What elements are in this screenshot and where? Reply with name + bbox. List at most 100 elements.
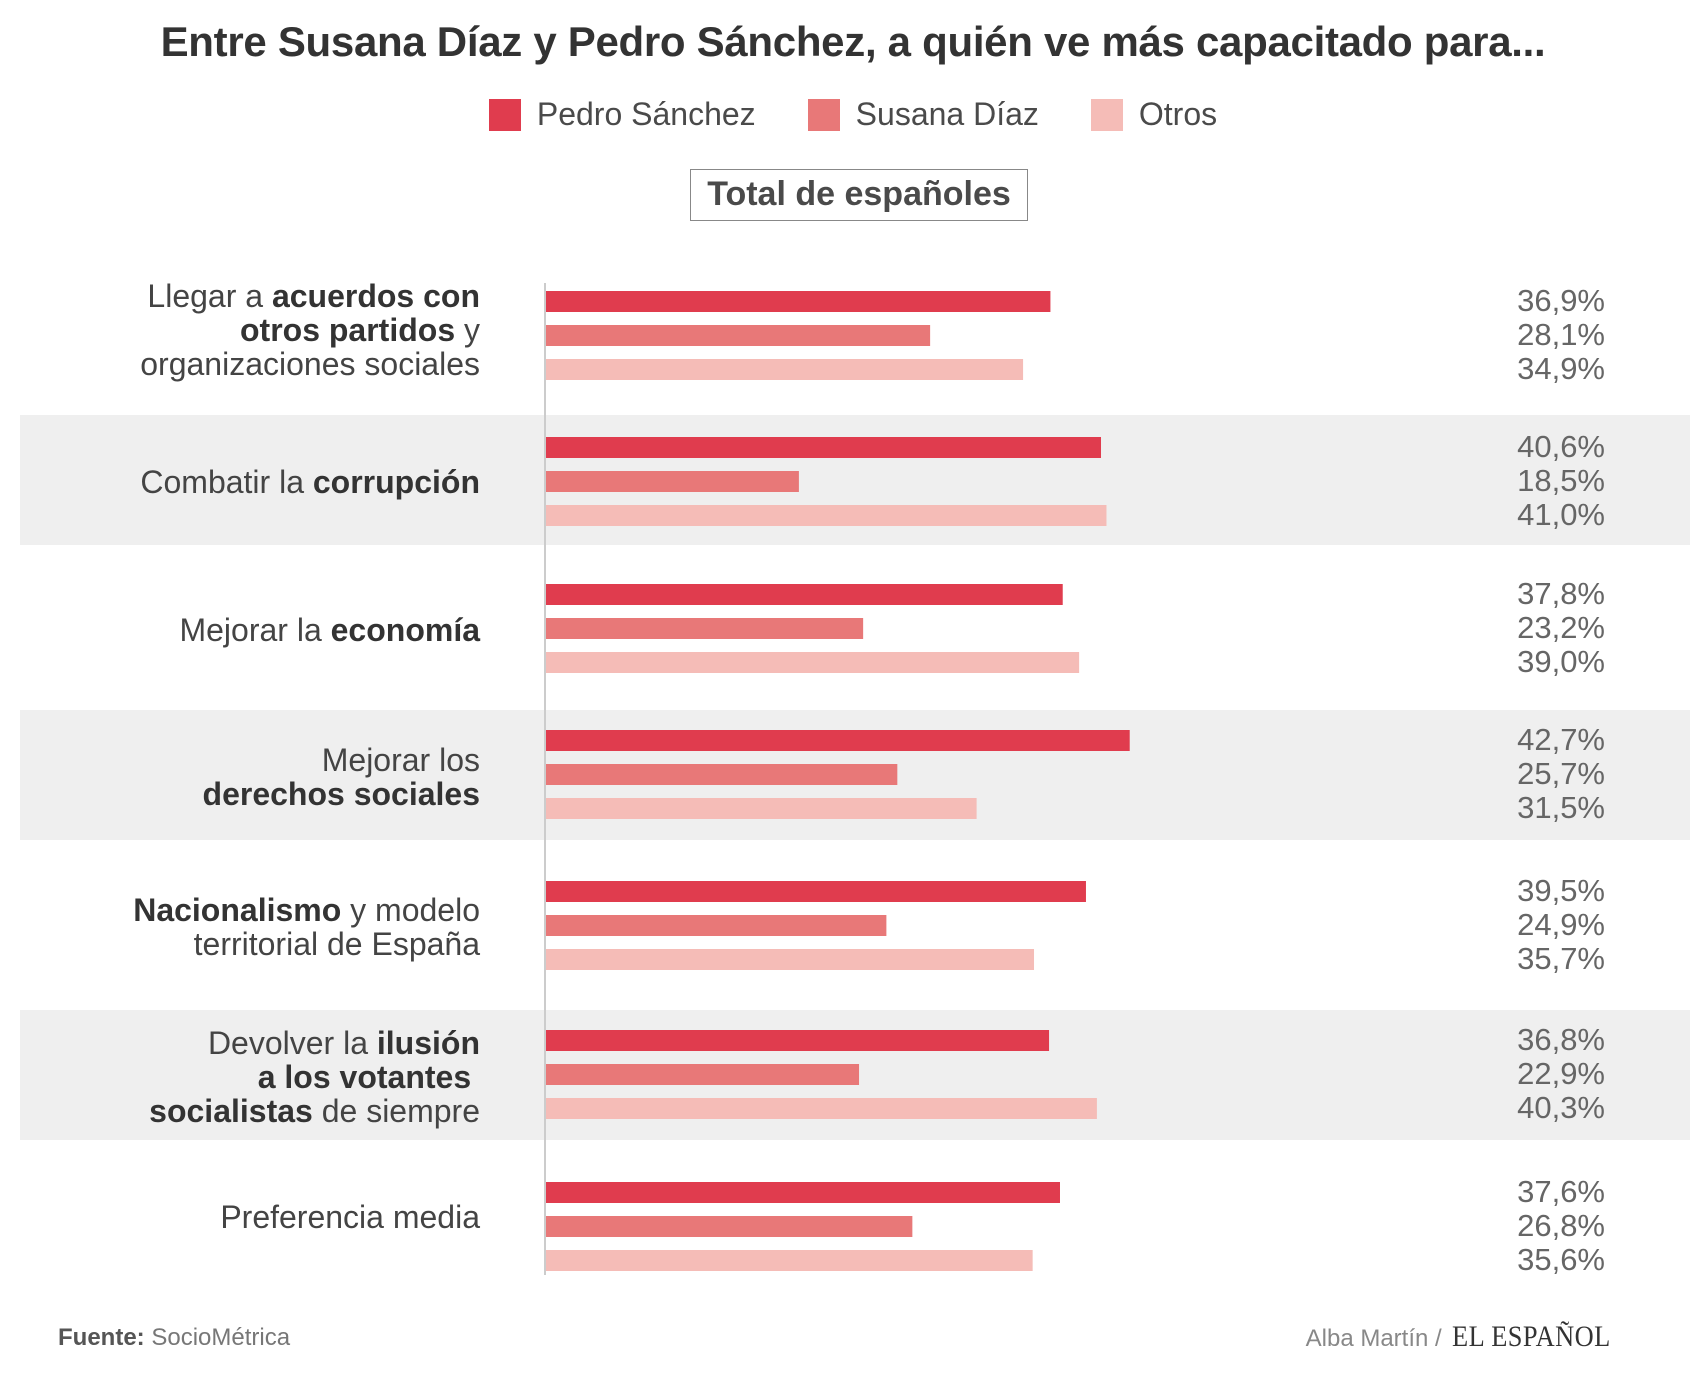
value-label: 22,9% xyxy=(1517,1056,1605,1091)
bar xyxy=(546,652,1080,673)
category-label-segment: organizaciones sociales xyxy=(140,346,480,382)
bar xyxy=(546,949,1035,970)
category-label-line: Mejorar la economía xyxy=(70,613,480,647)
category-label-line: organizaciones sociales xyxy=(70,347,480,381)
category-label: Mejorar la economía xyxy=(70,613,480,647)
source-name: SocioMétrica xyxy=(151,1324,291,1351)
category-label: Mejorar los derechos sociales xyxy=(70,743,480,811)
legend-label: Otros xyxy=(1138,96,1218,132)
bar xyxy=(546,437,1102,458)
bar xyxy=(546,764,898,785)
legend: Pedro Sánchez Susana Díaz Otros xyxy=(0,96,1706,133)
category-label-segment: derechos sociales xyxy=(202,776,480,812)
value-label: 42,7% xyxy=(1517,722,1605,757)
category-label: Devolver la ilusión a los votantes social… xyxy=(70,1026,480,1128)
subtitle-box: Total de españoles xyxy=(690,169,1028,221)
category-label-segment: Nacionalismo xyxy=(133,892,342,928)
value-label: 39,0% xyxy=(1517,644,1605,679)
bar xyxy=(546,1064,860,1085)
category-label: Preferencia media xyxy=(70,1200,480,1234)
value-label: 36,9% xyxy=(1517,283,1605,318)
legend-item: Otros xyxy=(1090,96,1218,133)
category-label-line: Combatir la corrupción xyxy=(70,465,480,499)
category-label-segment: a los votantes xyxy=(257,1059,480,1095)
bar xyxy=(546,618,864,639)
bar xyxy=(546,915,887,936)
category-label-segment: corrupción xyxy=(312,464,480,500)
bar xyxy=(546,505,1107,526)
category-label: Combatir la corrupción xyxy=(70,465,480,499)
category-label-segment: Mejorar los xyxy=(321,742,480,778)
value-label: 40,3% xyxy=(1517,1090,1605,1125)
legend-label: Susana Díaz xyxy=(855,96,1039,132)
category-label-line: Nacionalismo y modelo xyxy=(70,893,480,927)
brand-logo: EL ESPAÑOL xyxy=(1451,1320,1611,1353)
category-label-line: derechos sociales xyxy=(70,777,480,811)
category-label-segment: territorial de España xyxy=(193,926,480,962)
value-label: 26,8% xyxy=(1517,1208,1605,1243)
category-label-segment: Llegar a xyxy=(147,278,272,314)
value-label: 39,5% xyxy=(1517,873,1605,908)
bar xyxy=(546,1216,913,1237)
bar xyxy=(546,1182,1060,1203)
bar xyxy=(546,881,1086,902)
legend-item: Pedro Sánchez xyxy=(488,96,756,133)
category-label-line: Mejorar los xyxy=(70,743,480,777)
value-label: 37,8% xyxy=(1517,576,1605,611)
category-label-segment: Combatir la xyxy=(140,464,313,500)
category-label-line: Preferencia media xyxy=(70,1200,480,1234)
value-label: 34,9% xyxy=(1517,351,1605,386)
legend-swatch xyxy=(807,98,840,131)
value-label: 25,7% xyxy=(1517,756,1605,791)
bar xyxy=(546,1250,1033,1271)
bar xyxy=(546,584,1063,605)
value-label: 36,8% xyxy=(1517,1022,1605,1057)
category-label-segment: de siempre xyxy=(312,1093,480,1129)
category-label-line: otros partidos y xyxy=(70,313,480,347)
legend-swatch xyxy=(488,98,521,131)
category-label: Nacionalismo y modelo territorial de Espa… xyxy=(70,893,480,961)
category-label-segment: Devolver la xyxy=(207,1025,377,1061)
bar xyxy=(546,325,931,346)
bar xyxy=(546,1098,1097,1119)
legend-label: Pedro Sánchez xyxy=(536,96,756,132)
category-label-segment: Mejorar la xyxy=(179,612,331,648)
bar xyxy=(546,359,1024,380)
value-label: 35,6% xyxy=(1517,1242,1605,1277)
footer-source: Fuente: SocioMétrica xyxy=(58,1324,290,1352)
category-label-line: a los votantes xyxy=(70,1060,480,1094)
value-label: 23,2% xyxy=(1517,610,1605,645)
category-label-line: Devolver la ilusión xyxy=(70,1026,480,1060)
category-label-segment: economía xyxy=(330,612,480,648)
value-label: 31,5% xyxy=(1517,790,1605,825)
value-label: 35,7% xyxy=(1517,941,1605,976)
value-label: 28,1% xyxy=(1517,317,1605,352)
legend-swatch xyxy=(1090,98,1123,131)
bar xyxy=(546,730,1130,751)
value-label: 37,6% xyxy=(1517,1174,1605,1209)
bar xyxy=(546,1030,1050,1051)
category-label-segment: otros partidos xyxy=(239,312,456,348)
bar xyxy=(546,798,977,819)
value-label: 40,6% xyxy=(1517,429,1605,464)
footer-credit: Alba Martín / EL ESPAÑOL xyxy=(1306,1320,1632,1354)
value-label: 41,0% xyxy=(1517,497,1605,532)
author-credit: Alba Martín / xyxy=(1305,1325,1442,1352)
category-label-line: territorial de España xyxy=(70,927,480,961)
chart-title: Entre Susana Díaz y Pedro Sánchez, a qui… xyxy=(160,18,1546,65)
category-label-line: Llegar a acuerdos con xyxy=(70,279,480,313)
category-label-segment: acuerdos con xyxy=(271,278,480,314)
category-label-line: socialistas de siempre xyxy=(70,1094,480,1128)
source-label: Fuente: xyxy=(58,1324,145,1351)
category-label-segment: Preferencia media xyxy=(220,1199,480,1235)
category-label-segment: socialistas xyxy=(149,1093,313,1129)
value-label: 24,9% xyxy=(1517,907,1605,942)
category-label-segment: y xyxy=(455,312,480,348)
bar xyxy=(546,471,799,492)
category-label: Llegar a acuerdos con otros partidos y org… xyxy=(70,279,480,381)
bar xyxy=(546,291,1051,312)
value-label: 18,5% xyxy=(1517,463,1605,498)
legend-item: Susana Díaz xyxy=(807,96,1039,133)
